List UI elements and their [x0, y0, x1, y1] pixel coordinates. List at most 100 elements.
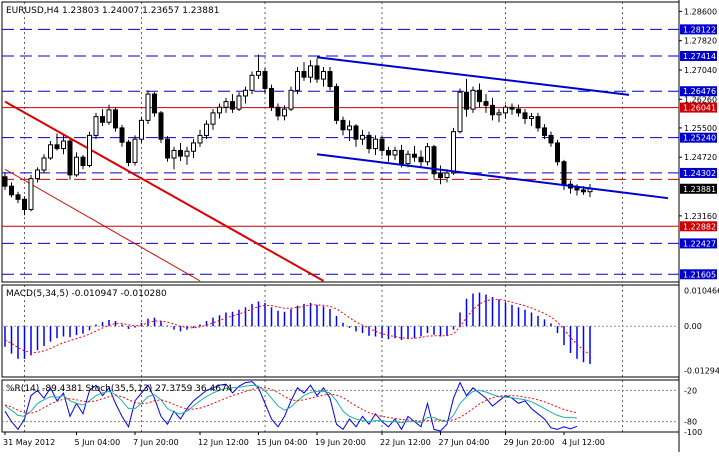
candle-body	[438, 173, 443, 179]
candle	[288, 86, 294, 111]
candle-body	[412, 153, 417, 158]
candle-body	[581, 189, 586, 193]
candle-body	[314, 65, 320, 80]
candle-body	[48, 144, 53, 159]
price-tick-label: 1.28600	[684, 7, 717, 16]
candle	[490, 97, 495, 121]
candle-body	[2, 176, 8, 187]
candle-body	[126, 141, 131, 163]
candle	[87, 131, 92, 168]
candle-body	[145, 93, 151, 121]
candle-body	[470, 89, 476, 110]
trend-line	[4, 168, 201, 282]
current-price-label: 1.23881	[683, 185, 716, 194]
candle	[542, 124, 547, 140]
candle	[48, 141, 53, 160]
level-price-label: 1.22427	[683, 239, 716, 248]
oscillator-series-line	[4, 384, 578, 424]
candle-body	[113, 109, 118, 129]
time-axis-label: 31 May 2012	[3, 438, 55, 447]
candle	[139, 116, 144, 143]
candle	[425, 142, 430, 166]
candle	[54, 133, 60, 151]
macd-pane-frame	[1, 284, 680, 378]
oscillator-series-line	[4, 381, 578, 432]
candle	[373, 135, 378, 155]
candle-body	[535, 116, 541, 129]
oscillator-pane-frame	[1, 379, 680, 433]
candle-body	[477, 89, 482, 103]
oscillator-title: %R(14) -89.4381 Stoch(35,5,13) 27.3759 3…	[6, 384, 233, 394]
candle-body	[503, 106, 508, 114]
candle	[223, 97, 229, 113]
candle	[2, 172, 8, 190]
candle	[256, 54, 261, 80]
candle	[353, 124, 359, 147]
channel-line	[316, 153, 669, 200]
candle	[477, 83, 482, 108]
candle	[308, 60, 313, 83]
candle-body	[334, 86, 339, 121]
candle	[113, 107, 118, 132]
price-tick-label: 1.25500	[684, 124, 717, 133]
candle-body	[340, 119, 346, 131]
candle-body	[431, 146, 437, 175]
candle	[509, 103, 515, 115]
channel-line	[316, 56, 630, 96]
candle-body	[405, 153, 411, 165]
candle-body	[308, 65, 313, 78]
candle	[236, 92, 242, 111]
candle-body	[262, 71, 268, 89]
macd-tick-label: -0.01294	[684, 367, 719, 376]
candle-body	[392, 149, 398, 156]
candle	[438, 165, 443, 185]
candle	[360, 129, 365, 145]
candle-body	[522, 112, 528, 120]
candle-body	[28, 178, 34, 210]
candle-body	[139, 119, 144, 140]
candle	[535, 112, 541, 132]
candle-body	[197, 134, 203, 144]
candle-body	[256, 71, 261, 76]
candle	[9, 182, 14, 198]
candle	[522, 109, 528, 125]
candle-body	[301, 71, 307, 78]
candle	[41, 154, 47, 174]
level-price-label: 1.22882	[683, 222, 716, 231]
candle-body	[347, 125, 352, 131]
candle-body	[561, 161, 567, 185]
candle	[217, 103, 222, 119]
price-tick-label: 1.23160	[684, 212, 717, 221]
candle	[516, 104, 521, 117]
oscillator-tick-label: -80	[684, 418, 697, 427]
candle-body	[165, 138, 170, 159]
time-axis-label: 7 Jun 20:00	[133, 438, 179, 447]
candle-body	[373, 138, 378, 150]
time-axis-label: 15 Jun 04:00	[257, 438, 308, 447]
candle-body	[457, 91, 463, 133]
candle	[347, 120, 352, 142]
level-price-label: 1.27414	[683, 52, 716, 61]
candle-body	[35, 169, 40, 180]
level-price-label: 1.21605	[683, 270, 716, 279]
level-price-label: 1.26476	[683, 87, 716, 96]
candle-body	[15, 194, 21, 200]
candle-body	[321, 71, 326, 80]
candle	[100, 109, 105, 127]
candle-body	[67, 140, 73, 176]
level-price-tag	[680, 24, 717, 35]
level-price-tag	[680, 238, 717, 249]
price-pane-frame	[1, 1, 680, 283]
time-axis-label: 5 Jun 04:00	[75, 438, 121, 447]
candle	[405, 150, 411, 168]
candle-body	[93, 116, 99, 136]
candle-body	[574, 187, 580, 191]
level-price-tag	[680, 132, 717, 143]
trend-line	[4, 100, 324, 282]
candle	[171, 146, 177, 170]
candle	[314, 58, 320, 83]
candle-body	[327, 71, 333, 88]
candle	[555, 139, 560, 166]
